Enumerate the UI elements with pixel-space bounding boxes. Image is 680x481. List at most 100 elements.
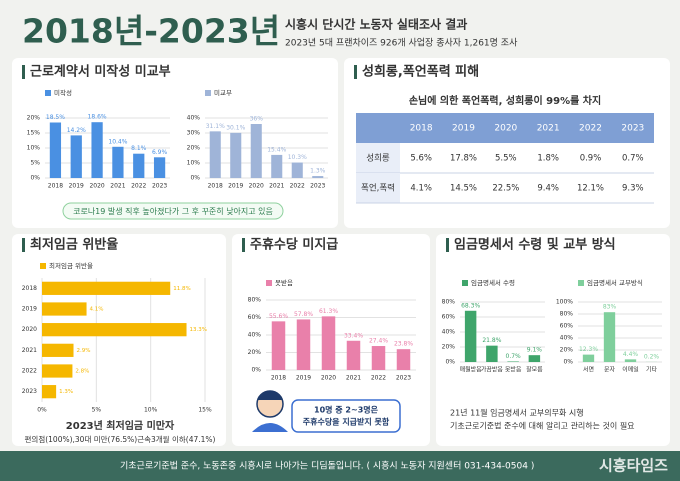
legend-label: 미작성 — [54, 88, 72, 97]
note: 코로나19 발생 직후 높아졌다가 그 후 꾸준히 낮아지고 있음 — [73, 206, 273, 216]
legend-label: 임금명세서 수령 — [471, 278, 515, 287]
note: 기초근로기준법 준수에 대해 알리고 관리하는 것이 필요 — [450, 421, 635, 431]
bar — [42, 385, 57, 399]
table-cell: 9.3% — [622, 184, 644, 194]
value-label: 15.4% — [267, 146, 286, 153]
bar — [396, 349, 411, 370]
bar — [42, 302, 87, 316]
title-bar — [22, 238, 25, 252]
x-tick-label: 못받음 — [505, 366, 522, 374]
x-tick-label: 2023 — [152, 183, 167, 190]
note: 21년 11월 임금명세서 교부의무화 시행 — [450, 408, 584, 418]
section-title: 성희롱,폭언폭력 피해 — [362, 64, 479, 80]
value-label: 0.2% — [644, 353, 660, 360]
y-tick-label: 60% — [248, 314, 262, 321]
legend-label: 미교부 — [214, 88, 232, 97]
callout-box — [291, 399, 401, 433]
y-tick-label: 80% — [248, 297, 262, 304]
bar — [603, 312, 616, 362]
y-tick-label: 60% — [560, 323, 574, 330]
value-label: 31.1% — [206, 123, 225, 130]
y-tick-label: 2019 — [22, 306, 37, 313]
y-tick-label: 10% — [187, 160, 201, 167]
value-label: 1.3% — [59, 389, 73, 395]
bar — [296, 319, 311, 370]
legend-swatch — [45, 90, 51, 96]
table-cell: 9.4% — [537, 184, 559, 194]
value-label: 18.5% — [46, 114, 65, 121]
value-label: 14.2% — [67, 127, 86, 134]
callout: 10명 중 2~3명은 — [314, 405, 379, 415]
bar — [112, 146, 124, 178]
bar — [49, 122, 62, 178]
table-row-head — [356, 143, 400, 173]
value-label: 68.3% — [461, 302, 480, 309]
y-tick-label: 20% — [187, 145, 201, 152]
y-tick-label: 2022 — [22, 368, 37, 375]
y-tick-label: 2020 — [22, 326, 37, 333]
main-title: 2018년-2023년 — [22, 12, 280, 51]
bar — [486, 345, 498, 362]
x-tick-label: 서면 — [583, 366, 594, 374]
table-cell: 5.5% — [495, 154, 517, 164]
title-bar — [242, 238, 245, 252]
x-tick-label: 2018 — [48, 183, 63, 190]
table-cell: 0.9% — [580, 154, 602, 164]
value-label: 6.9% — [152, 149, 168, 156]
y-tick-label: 0% — [445, 359, 455, 366]
value-label: 23.8% — [394, 341, 413, 348]
value-label: 61.3% — [319, 308, 338, 315]
footer-band — [0, 451, 680, 481]
y-tick-label: 0% — [30, 175, 40, 182]
bar — [321, 316, 336, 370]
value-label: 9.1% — [527, 347, 543, 354]
panel — [436, 234, 670, 446]
x-tick-label: 2021 — [346, 375, 361, 382]
table-cell: 1.8% — [537, 154, 559, 164]
y-tick-label: 2018 — [22, 285, 37, 292]
bar — [91, 122, 103, 178]
table-header-cell: 2018 — [410, 124, 433, 134]
bar — [346, 340, 361, 370]
bar — [464, 310, 477, 362]
value-label: 8.1% — [131, 145, 147, 152]
x-tick-label: 2020 — [321, 375, 336, 382]
y-tick-label: 40% — [187, 115, 201, 122]
value-label: 10.3% — [288, 154, 307, 161]
section-title: 임금명세서 수령 및 교부 방식 — [454, 237, 616, 253]
table-header-cell: 2020 — [494, 124, 517, 134]
description: 2023년 5대 프랜차이즈 926개 사업장 종사자 1,261명 조사 — [285, 37, 518, 49]
note-pill — [62, 202, 284, 220]
value-label: 33.4% — [344, 332, 363, 339]
bar — [230, 132, 242, 178]
table-cell: 14.5% — [450, 184, 477, 194]
title-bar — [22, 65, 25, 79]
x-tick-label: 2018 — [208, 183, 223, 190]
value-label: 1.3% — [310, 168, 326, 175]
value-label: 21.8% — [482, 337, 501, 344]
bar — [371, 346, 386, 370]
table-header-cell: 2019 — [452, 124, 475, 134]
table-header-cell: 2022 — [579, 124, 602, 134]
legend-label: 못받음 — [275, 278, 293, 287]
value-label: 2.9% — [77, 348, 91, 354]
note-title: 2023년 최저임금 미만자 — [66, 419, 175, 432]
x-tick-label: 10% — [144, 407, 158, 414]
x-tick-label: 2020 — [89, 183, 104, 190]
footer-text: 기초근로기준법 준수, 노동존중 시흥시로 나아가는 디딤돌입니다. ( 시흥시… — [120, 460, 534, 472]
callout: 주휴수당을 지급받지 못함 — [303, 417, 390, 427]
bar — [507, 361, 519, 362]
x-tick-label: 이메일 — [622, 366, 639, 374]
bar — [624, 359, 637, 362]
bar — [271, 154, 283, 178]
x-tick-label: 2019 — [296, 375, 311, 382]
value-label: 18.6% — [88, 114, 107, 121]
x-tick-label: 문자 — [604, 366, 616, 374]
value-label: 27.4% — [369, 338, 388, 345]
y-tick-label: 80% — [560, 311, 574, 318]
bar — [133, 153, 145, 178]
hair — [257, 391, 283, 400]
y-tick-label: 0% — [190, 175, 200, 182]
x-tick-label: 2018 — [271, 375, 286, 382]
section-title: 주휴수당 미지급 — [250, 237, 338, 253]
